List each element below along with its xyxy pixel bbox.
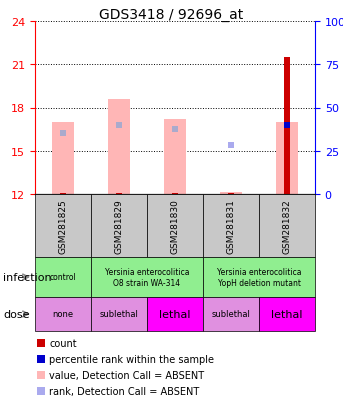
- Text: GSM281829: GSM281829: [115, 199, 123, 253]
- Bar: [284, 58, 289, 195]
- Text: lethal: lethal: [159, 309, 191, 319]
- Bar: [276, 123, 298, 195]
- Text: Yersinia enterocolitica
YopH deletion mutant: Yersinia enterocolitica YopH deletion mu…: [217, 268, 301, 287]
- Text: GSM281830: GSM281830: [170, 199, 179, 253]
- Text: percentile rank within the sample: percentile rank within the sample: [49, 354, 214, 364]
- Text: sublethal: sublethal: [99, 310, 139, 319]
- Text: GDS3418 / 92696_at: GDS3418 / 92696_at: [99, 8, 244, 22]
- Text: infection: infection: [3, 272, 52, 282]
- Bar: [108, 100, 130, 195]
- Text: GSM281832: GSM281832: [283, 199, 292, 253]
- Bar: [164, 120, 186, 195]
- Text: sublethal: sublethal: [212, 310, 250, 319]
- Bar: [117, 193, 121, 195]
- Bar: [220, 192, 241, 195]
- Text: GSM281831: GSM281831: [226, 199, 236, 253]
- Bar: [60, 193, 66, 195]
- Text: value, Detection Call = ABSENT: value, Detection Call = ABSENT: [49, 370, 204, 380]
- Text: GSM281825: GSM281825: [59, 199, 68, 253]
- Text: control: control: [50, 273, 76, 282]
- Text: count: count: [49, 338, 76, 348]
- Bar: [228, 193, 234, 195]
- Text: Yersinia enterocolitica
O8 strain WA-314: Yersinia enterocolitica O8 strain WA-314: [105, 268, 189, 287]
- Text: none: none: [52, 310, 73, 319]
- Text: lethal: lethal: [271, 309, 303, 319]
- Bar: [173, 193, 178, 195]
- Text: dose: dose: [3, 309, 30, 319]
- Text: rank, Detection Call = ABSENT: rank, Detection Call = ABSENT: [49, 386, 199, 396]
- Bar: [52, 123, 74, 195]
